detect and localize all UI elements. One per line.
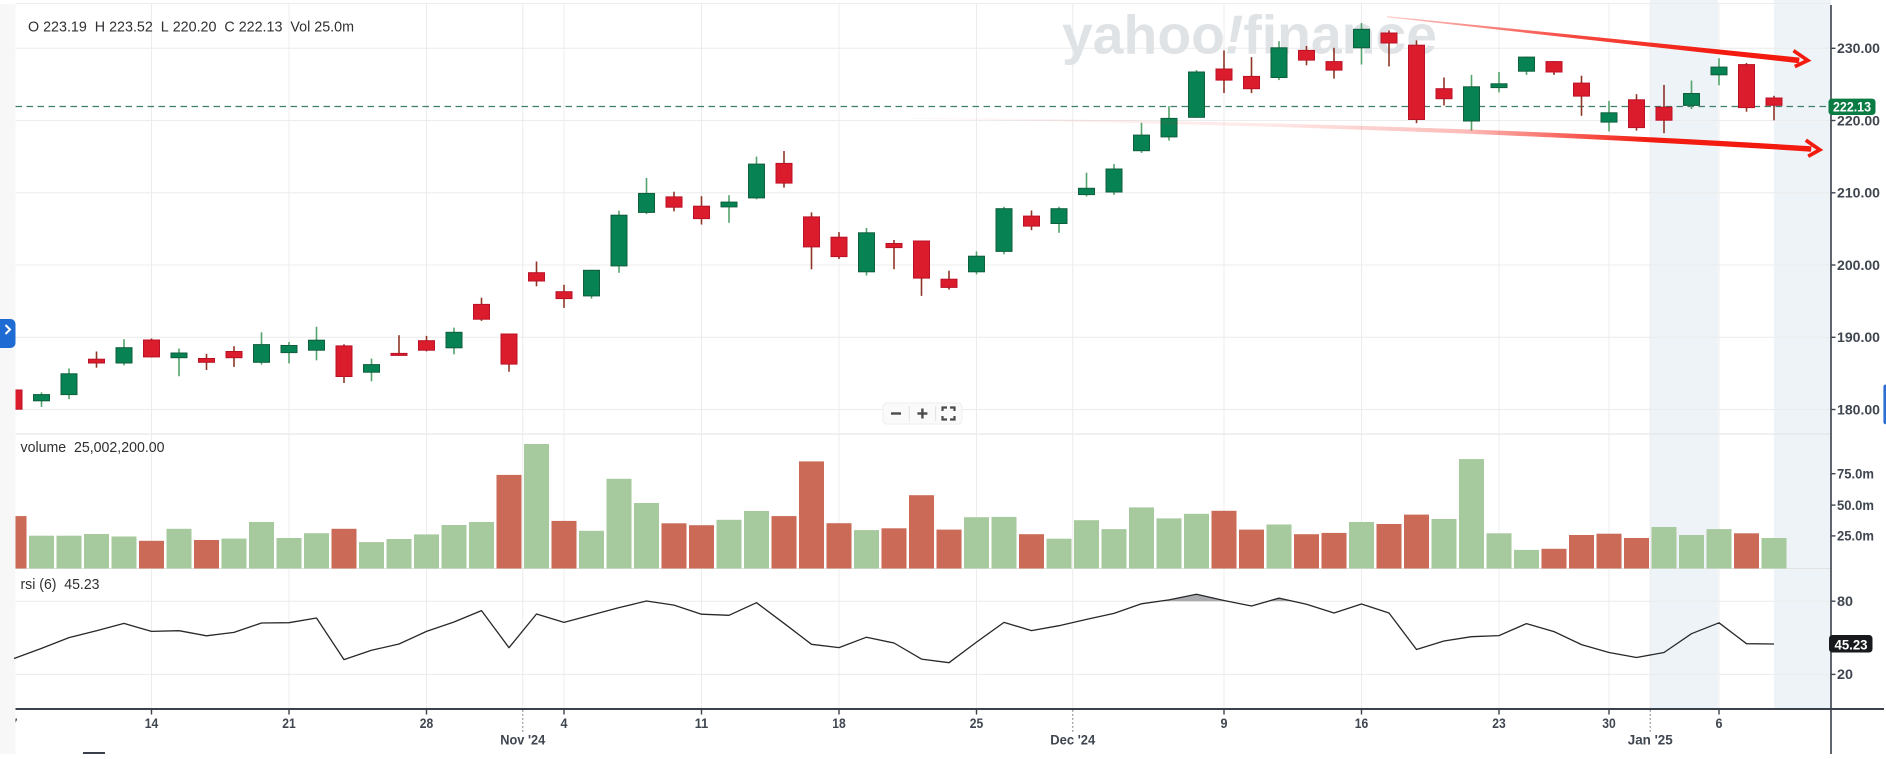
svg-text:25.0m: 25.0m bbox=[1837, 529, 1874, 544]
svg-text:volume 25,002,200.00: volume 25,002,200.00 bbox=[21, 439, 165, 456]
svg-text:80: 80 bbox=[1837, 594, 1853, 609]
svg-text:28: 28 bbox=[420, 716, 434, 731]
svg-text:200.00: 200.00 bbox=[1837, 258, 1880, 273]
svg-text:11: 11 bbox=[695, 716, 709, 731]
svg-text:Jan '25: Jan '25 bbox=[1628, 732, 1673, 747]
svg-text:16: 16 bbox=[1355, 716, 1369, 731]
svg-text:6: 6 bbox=[1716, 716, 1723, 731]
svg-text:4: 4 bbox=[561, 716, 568, 731]
svg-text:14: 14 bbox=[145, 716, 159, 731]
svg-text:20: 20 bbox=[1837, 667, 1853, 682]
svg-text:45.23: 45.23 bbox=[1835, 637, 1868, 652]
svg-text:21: 21 bbox=[282, 716, 296, 731]
svg-text:Nov '24: Nov '24 bbox=[500, 732, 545, 747]
svg-text:50.0m: 50.0m bbox=[1837, 498, 1874, 513]
svg-text:30: 30 bbox=[1602, 716, 1616, 731]
svg-text:23: 23 bbox=[1492, 716, 1506, 731]
svg-text:75.0m: 75.0m bbox=[1837, 467, 1874, 482]
svg-text:222.13: 222.13 bbox=[1833, 100, 1871, 115]
svg-text:25: 25 bbox=[970, 716, 984, 731]
svg-text:yahoo!finance: yahoo!finance bbox=[1062, 4, 1437, 66]
svg-text:O 223.19 H 223.52 L 220.20: O 223.19 H 223.52 L 220.20 C 222.13 Vol … bbox=[28, 19, 354, 36]
svg-text:220.00: 220.00 bbox=[1837, 113, 1880, 128]
svg-text:180.00: 180.00 bbox=[1837, 402, 1880, 417]
svg-text:210.00: 210.00 bbox=[1837, 186, 1880, 201]
svg-text:rsi (6) 45.23: rsi (6) 45.23 bbox=[21, 576, 100, 593]
svg-text:190.00: 190.00 bbox=[1837, 330, 1880, 345]
svg-text:9: 9 bbox=[1221, 716, 1228, 731]
svg-text:18: 18 bbox=[832, 716, 846, 731]
svg-text:230.00: 230.00 bbox=[1837, 41, 1880, 56]
svg-text:Dec '24: Dec '24 bbox=[1050, 732, 1095, 747]
